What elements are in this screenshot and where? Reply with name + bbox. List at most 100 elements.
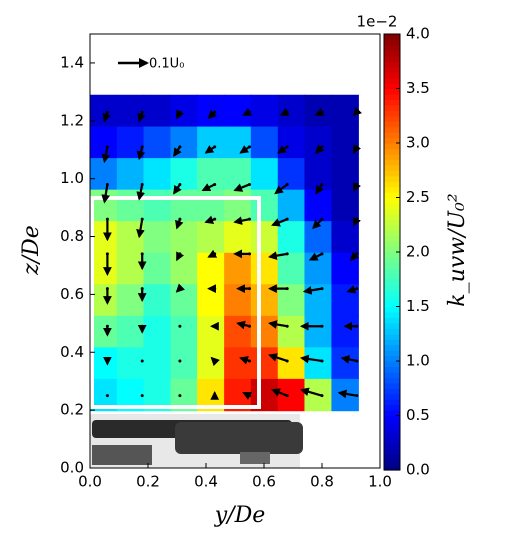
colorbar-segment: [384, 415, 400, 422]
colorbar-segment: [384, 437, 400, 444]
field-cell: [197, 252, 225, 286]
vector: [337, 389, 357, 399]
field-cell: [250, 347, 279, 380]
x-tick-label: 1.0: [368, 473, 392, 491]
colorbar-segment: [384, 235, 400, 242]
colorbar-segment: [384, 230, 400, 237]
colorbar-segment: [384, 104, 400, 111]
field-cell: [277, 158, 306, 191]
colorbar-segment: [384, 426, 400, 433]
vector: [352, 216, 361, 227]
vector: [207, 109, 217, 120]
field-cell: [331, 189, 359, 222]
y-tick-label: 0.2: [60, 401, 84, 419]
colorbar-segment: [384, 66, 400, 73]
x-tick-label: 0.4: [194, 473, 218, 491]
colorbar-segment: [384, 83, 400, 90]
field-cell: [170, 94, 198, 128]
field-cell: [89, 94, 118, 128]
vector: [346, 285, 358, 294]
colorbar-segment: [384, 192, 400, 199]
vector: [352, 181, 361, 192]
colorbar-tick-label: 4.0: [406, 25, 430, 43]
field-cell: [170, 347, 198, 380]
colorbar-segment: [384, 410, 400, 417]
field-cell: [143, 347, 171, 380]
vector: [175, 283, 186, 293]
field-cell: [304, 189, 332, 222]
field-cell: [304, 94, 332, 128]
colorbar-segment: [384, 252, 400, 259]
colorbar-segment: [384, 273, 400, 280]
vector: [239, 145, 251, 154]
colorbar-segment: [384, 143, 400, 150]
field-cell: [331, 126, 359, 159]
field-cell: [331, 315, 359, 349]
field-cell: [331, 221, 359, 254]
colorbar-segment: [384, 339, 400, 346]
colorbar-segment: [384, 355, 400, 362]
field-cell: [277, 378, 306, 412]
colorbar-segment: [384, 322, 400, 329]
x-tick-label: 0.8: [310, 473, 334, 491]
colorbar-segment: [384, 420, 400, 427]
colorbar-segment: [384, 404, 400, 411]
field-cell: [89, 158, 118, 191]
colorbar-segment: [384, 50, 400, 57]
vector: [315, 183, 324, 195]
vector: [136, 184, 145, 201]
colorbar-segment: [384, 333, 400, 340]
colorbar-segment: [384, 257, 400, 264]
field-cell: [304, 158, 332, 191]
vector: [302, 286, 323, 295]
reference-label: 0.1U₀: [149, 57, 184, 72]
field-cell: [116, 94, 145, 128]
field-cell: [277, 221, 306, 254]
field-cell: [277, 252, 306, 286]
vector: [268, 251, 288, 260]
colorbar-segment: [384, 377, 400, 384]
colorbar-segment: [384, 55, 400, 62]
field-cell: [116, 252, 145, 286]
colorbar-segment: [384, 295, 400, 302]
colorbar-segment: [384, 241, 400, 248]
field-cell: [224, 347, 252, 380]
vector: [239, 356, 250, 365]
field-cell: [277, 347, 306, 380]
vector: [210, 356, 220, 367]
vector: [175, 218, 184, 230]
overlay-box: [90, 196, 261, 409]
vector: [349, 251, 360, 261]
colorbar-segment: [384, 328, 400, 335]
field-cell: [197, 315, 225, 349]
colorbar-segment: [384, 153, 400, 160]
vector: [268, 353, 288, 362]
vector: [207, 249, 218, 258]
colorbar-label: k_uvw/U₀²: [445, 193, 470, 306]
field-cell: [116, 347, 145, 380]
vector: [136, 218, 145, 239]
field-cell: [143, 252, 171, 286]
colorbar-segment: [384, 371, 400, 378]
colorbar-segment: [384, 224, 400, 231]
vector: [204, 145, 216, 154]
vector-origin: [140, 394, 144, 398]
colorbar-segment: [384, 361, 400, 368]
colorbar-tick-label: 2.0: [406, 243, 430, 261]
colorbar-segment: [384, 453, 400, 460]
vector: [173, 183, 182, 195]
vector: [352, 106, 362, 117]
colorbar-segment: [384, 132, 400, 139]
field-cell: [170, 252, 198, 286]
colorbar-segment: [384, 208, 400, 215]
field-cell: [304, 221, 332, 254]
colorbar-segment: [384, 464, 400, 471]
y-tick-label: 0.4: [60, 343, 84, 361]
vector: [176, 109, 185, 120]
colorbar-segment: [384, 366, 400, 373]
vector: [314, 107, 325, 117]
colorbar-segment: [384, 137, 400, 144]
field-cell: [143, 189, 171, 222]
colorbar-segment: [384, 262, 400, 269]
